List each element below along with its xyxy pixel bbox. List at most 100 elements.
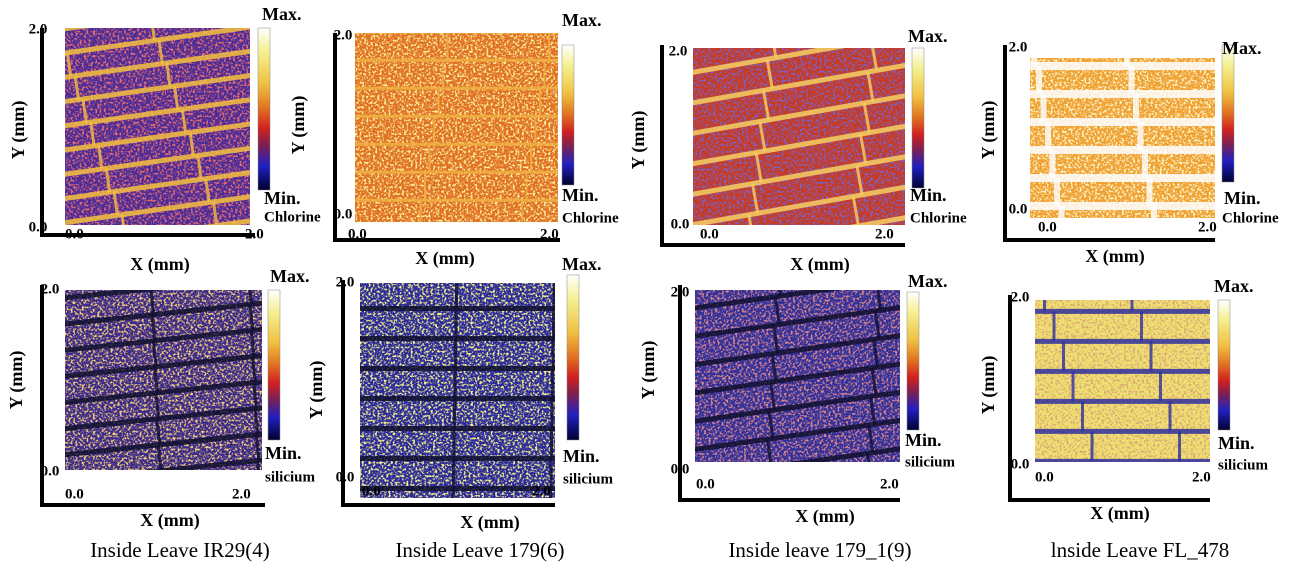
stripe bbox=[695, 305, 900, 396]
joint bbox=[73, 75, 80, 100]
x-left-label: 0.0 bbox=[700, 226, 719, 242]
x-axis-title: X (mm) bbox=[415, 248, 474, 269]
stripes bbox=[1030, 58, 1215, 218]
joint bbox=[254, 434, 261, 461]
y-top-label: 2.0 bbox=[671, 284, 690, 300]
joint bbox=[50, 247, 53, 273]
joint bbox=[44, 0, 47, 7]
joint bbox=[859, 133, 868, 164]
y-top-label: 2.0 bbox=[336, 274, 355, 290]
caption: Inside Leave IR29(4) bbox=[90, 538, 270, 562]
joint bbox=[204, 178, 211, 203]
colorbar-max: Max. bbox=[1214, 276, 1254, 296]
joint bbox=[180, 109, 188, 134]
colorbar-min: Min. bbox=[265, 443, 302, 463]
stripes bbox=[1035, 300, 1210, 462]
x-left-label: 0.0 bbox=[696, 476, 715, 492]
joint bbox=[165, 62, 172, 87]
colorbar-min: Min. bbox=[562, 185, 599, 205]
stripe bbox=[695, 290, 900, 369]
stripe bbox=[65, 119, 250, 202]
joint bbox=[865, 453, 873, 462]
joint bbox=[855, 165, 864, 196]
heatmap-noise bbox=[1035, 300, 1210, 462]
colorbar-max: Max. bbox=[1222, 38, 1262, 58]
stripe bbox=[0, 0, 410, 9]
joint bbox=[196, 155, 203, 180]
y-axis-title: Y (mm) bbox=[978, 356, 999, 415]
element-label: Chlorine bbox=[562, 210, 619, 226]
x-right-label: 2.0 bbox=[232, 486, 251, 502]
element-label: Chlorine bbox=[264, 209, 321, 225]
joint bbox=[677, 254, 681, 282]
heatmap-noise bbox=[693, 48, 905, 225]
colorbar bbox=[1217, 299, 1231, 431]
colorbar bbox=[561, 44, 575, 186]
joint bbox=[153, 366, 159, 393]
y-bottom-label: 0.0 bbox=[1009, 201, 1028, 217]
joint bbox=[89, 121, 96, 147]
joint bbox=[765, 59, 774, 90]
y-top-label: 2.0 bbox=[669, 43, 688, 59]
x-axis-title: X (mm) bbox=[140, 510, 199, 531]
stripes bbox=[355, 33, 558, 222]
joint bbox=[774, 0, 779, 27]
panel: 2.0 0.0 0.0 2.0 X (mm) Y (mm) Max. Min. silicium bbox=[306, 254, 613, 533]
stripe bbox=[65, 28, 250, 107]
joint bbox=[770, 353, 778, 382]
stripes bbox=[677, 254, 900, 462]
y-bottom-label: 0.0 bbox=[336, 469, 355, 485]
heatmap-noise bbox=[355, 33, 558, 222]
joint bbox=[52, 6, 55, 30]
joint bbox=[112, 191, 119, 216]
joint bbox=[875, 290, 883, 311]
joint bbox=[229, 248, 232, 272]
joint bbox=[862, 102, 871, 133]
joint bbox=[150, 314, 157, 341]
y-axis-title: Y (mm) bbox=[628, 111, 649, 170]
joint bbox=[81, 98, 88, 123]
stripe bbox=[65, 48, 250, 131]
colorbar-max: Max. bbox=[908, 26, 948, 46]
joint bbox=[870, 48, 879, 71]
joint bbox=[870, 367, 878, 396]
y-top-label: 2.0 bbox=[334, 27, 353, 43]
y-axis-title: Y (mm) bbox=[8, 101, 29, 160]
joint bbox=[747, 214, 756, 225]
colorbar-max: Max. bbox=[562, 254, 602, 274]
joint bbox=[260, 513, 263, 539]
y-bottom-label: 0.0 bbox=[671, 216, 690, 232]
stripe bbox=[693, 57, 905, 173]
heatmap bbox=[677, 254, 900, 462]
joint bbox=[60, 30, 63, 54]
joint bbox=[156, 444, 163, 470]
y-bottom-label: 0.0 bbox=[29, 219, 48, 235]
joint bbox=[767, 410, 775, 439]
x-left-label: 0.0 bbox=[65, 486, 84, 502]
joint bbox=[252, 382, 258, 409]
joint bbox=[745, 246, 750, 276]
panel: 2.0 0.0 0.0 2.0 X (mm) Y (mm) Max. Min. silicium bbox=[6, 247, 315, 539]
stripe bbox=[65, 143, 250, 225]
y-top-label: 2.0 bbox=[1011, 289, 1030, 305]
caption: Inside Leave 179(6) bbox=[395, 538, 564, 562]
colorbar bbox=[267, 289, 281, 441]
joint bbox=[873, 310, 881, 339]
joint bbox=[253, 408, 260, 435]
joint bbox=[65, 52, 73, 77]
colorbar-min: Min. bbox=[1218, 433, 1255, 453]
x-axis-title: X (mm) bbox=[1090, 503, 1149, 524]
joint bbox=[212, 201, 219, 225]
x-right-label: 2.0 bbox=[540, 226, 559, 242]
stripe bbox=[695, 333, 900, 424]
colorbar-max: Max. bbox=[270, 266, 310, 286]
joint bbox=[850, 228, 855, 258]
joint bbox=[851, 196, 860, 225]
y-axis-title: Y (mm) bbox=[6, 351, 27, 410]
panel: 2.0 0.0 0.0 2.0 X (mm) Y (mm) Max. Min. silicium bbox=[978, 276, 1268, 524]
caption: lnside Leave FL_478 bbox=[1051, 538, 1229, 562]
